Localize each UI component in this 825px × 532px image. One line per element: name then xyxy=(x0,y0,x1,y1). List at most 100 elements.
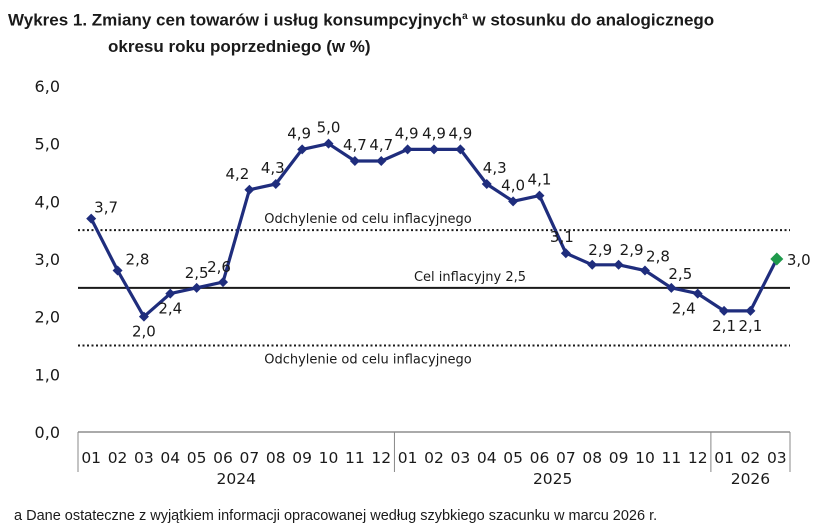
data-label: 2,6 xyxy=(207,258,231,276)
x-tick-label: 04 xyxy=(160,449,180,467)
data-label: 3,1 xyxy=(550,228,574,246)
data-point-marker xyxy=(508,196,519,207)
x-tick-label: 09 xyxy=(609,449,629,467)
data-point-marker xyxy=(560,248,571,259)
data-label: 4,3 xyxy=(483,159,507,177)
data-label: 2,8 xyxy=(126,251,150,269)
x-tick-label: 01 xyxy=(398,449,418,467)
footnote: a Dane ostateczne z wyjątkiem informacji… xyxy=(14,508,658,524)
x-tick-label: 08 xyxy=(266,449,286,467)
data-label: 2,9 xyxy=(588,241,612,259)
x-tick-label: 01 xyxy=(81,449,101,467)
x-tick-label: 12 xyxy=(371,449,391,467)
data-point-marker xyxy=(481,179,492,190)
reference-line-label: Odchylenie od celu inflacyjnego xyxy=(264,353,472,368)
y-tick-label: 6,0 xyxy=(35,77,60,96)
data-label: 2,5 xyxy=(668,265,692,283)
x-tick-label: 06 xyxy=(213,449,233,467)
data-label: 4,9 xyxy=(422,124,446,142)
data-point-marker xyxy=(613,259,624,270)
y-tick-label: 3,0 xyxy=(35,250,60,269)
x-tick-label: 10 xyxy=(319,449,339,467)
x-tick-label: 01 xyxy=(714,449,734,467)
reference-line-label: Odchylenie od celu inflacyjnego xyxy=(264,212,472,227)
data-point-marker xyxy=(138,311,149,322)
data-point-marker xyxy=(349,155,360,166)
y-tick-label: 4,0 xyxy=(35,192,60,211)
data-point-marker xyxy=(165,288,176,299)
x-tick-label: 05 xyxy=(503,449,523,467)
data-point-marker xyxy=(112,265,123,276)
year-label: 2024 xyxy=(216,470,255,488)
data-label: 4,9 xyxy=(448,124,472,142)
x-tick-label: 11 xyxy=(345,449,365,467)
data-label: 3,7 xyxy=(94,199,118,217)
data-point-marker xyxy=(692,288,703,299)
year-label: 2025 xyxy=(533,470,572,488)
data-label: 5,0 xyxy=(317,119,341,137)
data-point-marker xyxy=(218,277,229,288)
data-point-marker xyxy=(455,144,466,155)
data-label: 4,3 xyxy=(261,159,285,177)
x-tick-label: 07 xyxy=(240,449,260,467)
y-tick-label: 1,0 xyxy=(35,365,60,384)
data-point-marker xyxy=(402,144,413,155)
data-point-marker xyxy=(770,252,784,266)
data-label: 2,5 xyxy=(185,264,209,282)
data-label: 3,0 xyxy=(787,251,811,269)
x-tick-label: 03 xyxy=(134,449,154,467)
x-tick-label: 05 xyxy=(187,449,207,467)
data-label: 2,1 xyxy=(739,317,763,335)
x-tick-label: 02 xyxy=(741,449,761,467)
data-point-marker xyxy=(376,155,387,166)
data-point-marker xyxy=(270,179,281,190)
data-point-marker xyxy=(587,259,598,270)
y-tick-label: 5,0 xyxy=(35,135,60,154)
data-point-marker xyxy=(191,282,202,293)
data-point-marker xyxy=(639,265,650,276)
data-point-marker xyxy=(297,144,308,155)
data-label: 4,2 xyxy=(225,165,249,183)
data-point-marker xyxy=(745,305,756,316)
data-label: 4,1 xyxy=(528,171,552,189)
data-point-marker xyxy=(323,138,334,149)
x-tick-label: 03 xyxy=(451,449,471,467)
title-line1: Wykres 1. Zmiany cen towarów i usług kon… xyxy=(8,10,463,30)
y-tick-label: 0,0 xyxy=(35,423,60,442)
x-tick-label: 07 xyxy=(556,449,576,467)
data-point-marker xyxy=(719,305,730,316)
title-footnote-mark: a xyxy=(462,11,468,22)
x-tick-label: 12 xyxy=(688,449,708,467)
x-tick-label: 10 xyxy=(635,449,655,467)
data-label: 4,0 xyxy=(501,176,525,194)
title-line1-end: w stosunku do analogicznego xyxy=(467,10,715,30)
data-point-marker xyxy=(534,190,545,201)
x-tick-label: 09 xyxy=(292,449,312,467)
data-label: 4,7 xyxy=(343,136,367,154)
year-label: 2026 xyxy=(731,470,770,488)
data-label: 2,1 xyxy=(712,317,736,335)
x-tick-label: 08 xyxy=(582,449,602,467)
x-tick-label: 02 xyxy=(424,449,444,467)
data-point-marker xyxy=(86,213,97,224)
data-label: 2,0 xyxy=(132,323,156,341)
data-label: 2,8 xyxy=(646,248,670,266)
reference-line-label: Cel inflacyjny 2,5 xyxy=(414,270,526,285)
x-tick-label: 06 xyxy=(530,449,550,467)
data-label: 4,7 xyxy=(369,136,393,154)
x-tick-label: 03 xyxy=(767,449,787,467)
data-label: 2,9 xyxy=(620,241,644,259)
y-tick-label: 2,0 xyxy=(35,308,60,327)
data-label: 2,4 xyxy=(158,300,182,318)
title-line2: okresu roku poprzedniego (w %) xyxy=(108,36,371,56)
x-tick-label: 11 xyxy=(661,449,681,467)
data-label: 4,9 xyxy=(395,124,419,142)
data-point-marker xyxy=(244,184,255,195)
chart-title: Wykres 1. Zmiany cen towarów i usług kon… xyxy=(8,4,714,60)
x-tick-label: 04 xyxy=(477,449,497,467)
data-point-marker xyxy=(666,282,677,293)
data-label: 2,4 xyxy=(672,300,696,318)
x-tick-label: 02 xyxy=(108,449,128,467)
data-label: 4,9 xyxy=(287,124,311,142)
